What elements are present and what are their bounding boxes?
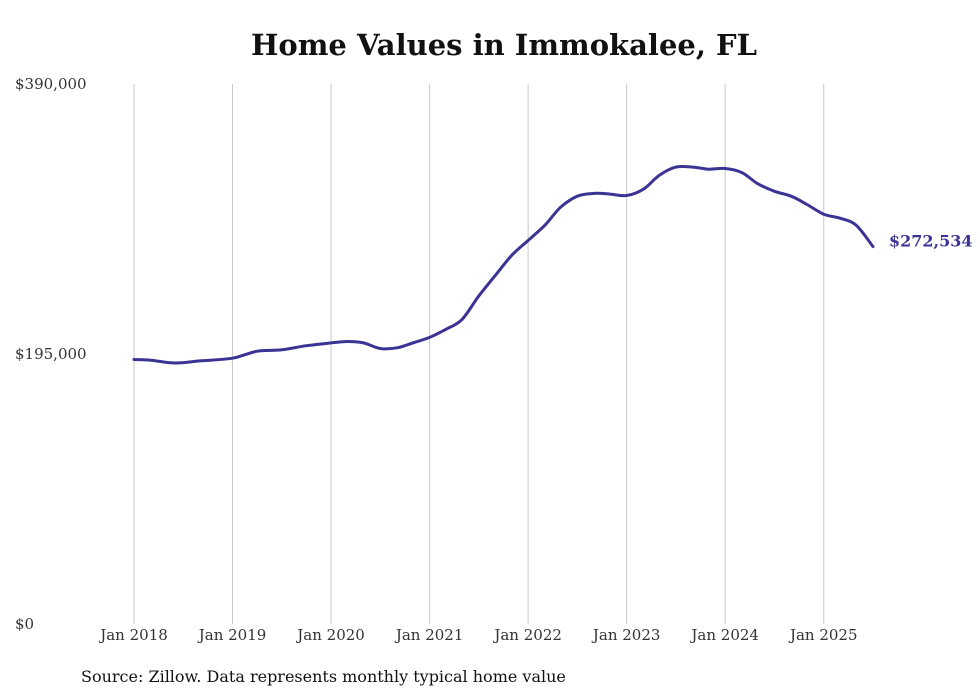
x-tick-label: Jan 2020: [295, 626, 365, 644]
x-tick-label: Jan 2022: [492, 626, 562, 644]
x-tick-label: Jan 2019: [197, 626, 267, 644]
x-tick-label: Jan 2018: [98, 626, 168, 644]
x-tick-label: Jan 2025: [788, 626, 858, 644]
y-tick-label: $0: [15, 615, 34, 633]
x-axis: Jan 2018 Jan 2019 Jan 2020 Jan 2021 Jan 2022…: [98, 626, 857, 644]
x-tick-label: Jan 2024: [689, 626, 759, 644]
chart-title: Home Values in Immokalee, FL: [250, 28, 758, 62]
end-value-label: $272,534: [889, 232, 973, 251]
series-line: [132, 164, 875, 365]
gridlines: [133, 84, 825, 624]
y-axis: $0 $195,000 $390,000: [15, 75, 87, 633]
source-note: Source: Zillow. Data represents monthly …: [81, 667, 566, 686]
y-tick-label: $390,000: [15, 75, 87, 93]
x-tick-label: Jan 2021: [394, 626, 464, 644]
series-layer: $272,534: [132, 164, 973, 365]
y-tick-label: $195,000: [15, 345, 87, 363]
x-tick-label: Jan 2023: [591, 626, 661, 644]
